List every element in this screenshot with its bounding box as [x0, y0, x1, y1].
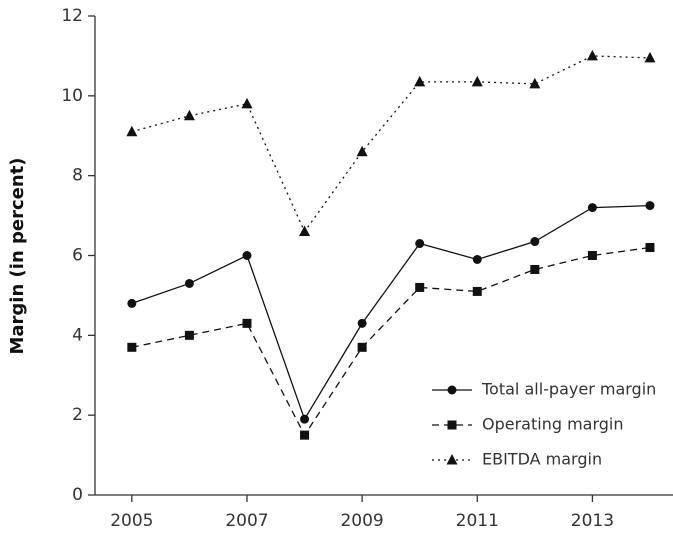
marker: [415, 239, 425, 249]
series-line: [131, 246, 651, 437]
marker: [184, 278, 194, 288]
marker: [357, 318, 367, 328]
legend-label: Total all-payer margin: [481, 380, 656, 399]
series-line: [131, 204, 650, 421]
marker: [241, 97, 253, 109]
marker: [242, 251, 252, 260]
x-tick-label: 2007: [225, 511, 268, 531]
marker: [645, 201, 655, 211]
y-axis-label: Margin (in percent): [7, 157, 28, 354]
y-tick-label: 0: [72, 485, 83, 505]
marker: [127, 298, 137, 308]
x-tick-label: 2009: [340, 511, 383, 531]
marker: [472, 254, 482, 264]
marker: [300, 414, 310, 424]
legend-marker: [447, 420, 457, 430]
marker: [471, 75, 483, 87]
legend-marker: [446, 454, 458, 465]
marker: [644, 51, 656, 63]
marker: [415, 282, 425, 292]
marker: [472, 286, 482, 296]
y-tick-label: 12: [61, 6, 83, 26]
y-tick-label: 10: [61, 86, 83, 106]
marker: [356, 145, 368, 157]
marker: [529, 77, 541, 89]
marker: [299, 225, 311, 237]
series-line: [131, 55, 650, 233]
marker: [127, 342, 137, 352]
marker: [530, 264, 540, 274]
y-tick-label: 2: [72, 405, 83, 425]
legend-label: Operating margin: [482, 415, 624, 434]
marker: [184, 330, 194, 340]
marker: [645, 243, 655, 253]
marker: [587, 251, 597, 260]
marker: [242, 318, 252, 328]
marker: [357, 342, 367, 352]
marker: [126, 125, 138, 137]
marker: [414, 75, 426, 87]
y-tick-label: 4: [72, 325, 83, 345]
legend-label: EBITDA margin: [482, 450, 602, 469]
marker: [587, 203, 597, 213]
x-tick-label: 2011: [456, 511, 499, 531]
y-tick-label: 8: [72, 166, 83, 186]
x-tick-label: 2013: [571, 511, 614, 531]
marker: [586, 49, 598, 61]
x-tick-label: 2005: [110, 511, 153, 531]
y-tick-label: 6: [72, 246, 83, 266]
legend-marker: [447, 385, 457, 395]
marker: [300, 430, 310, 440]
marker: [530, 237, 540, 247]
marker: [183, 109, 195, 121]
